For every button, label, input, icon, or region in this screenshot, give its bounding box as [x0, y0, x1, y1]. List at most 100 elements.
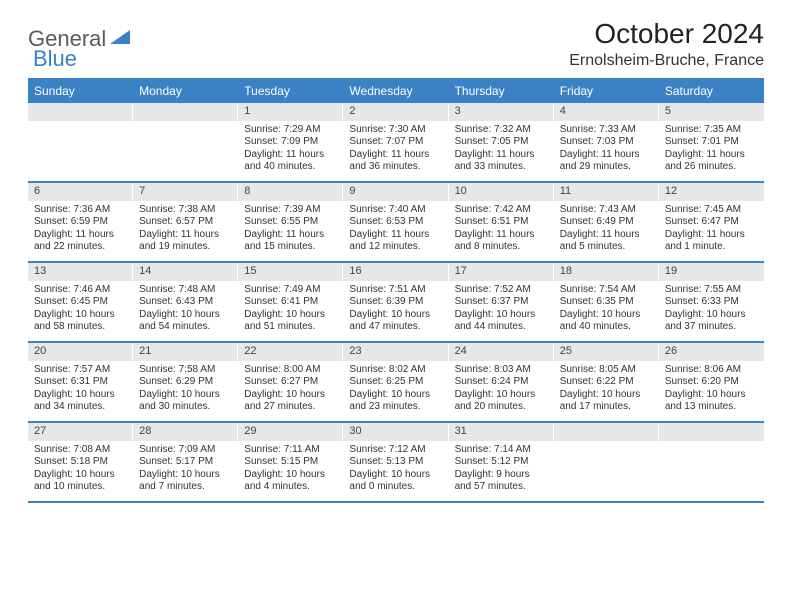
daylight-text: Daylight: 10 hours and 13 minutes.	[665, 389, 758, 414]
day-number: 30	[343, 423, 448, 441]
dow-thursday: Thursday	[449, 80, 554, 103]
daylight-text: Daylight: 11 hours and 12 minutes.	[349, 229, 442, 254]
sunset-text: Sunset: 5:18 PM	[34, 456, 127, 469]
day-number: 10	[449, 183, 554, 201]
sunset-text: Sunset: 6:37 PM	[455, 296, 548, 309]
day-cell: 21Sunrise: 7:58 AMSunset: 6:29 PMDayligh…	[133, 343, 238, 421]
daylight-text: Daylight: 11 hours and 29 minutes.	[560, 149, 653, 174]
dow-row: SundayMondayTuesdayWednesdayThursdayFrid…	[28, 80, 764, 103]
sunrise-text: Sunrise: 7:52 AM	[455, 284, 548, 297]
day-body: Sunrise: 7:14 AMSunset: 5:12 PMDaylight:…	[449, 441, 554, 498]
empty-cell	[28, 103, 133, 181]
daylight-text: Daylight: 9 hours and 57 minutes.	[455, 469, 548, 494]
day-cell: 16Sunrise: 7:51 AMSunset: 6:39 PMDayligh…	[343, 263, 448, 341]
sunrise-text: Sunrise: 7:45 AM	[665, 204, 758, 217]
day-cell: 12Sunrise: 7:45 AMSunset: 6:47 PMDayligh…	[659, 183, 764, 261]
day-body: Sunrise: 7:51 AMSunset: 6:39 PMDaylight:…	[343, 281, 448, 338]
day-body: Sunrise: 7:09 AMSunset: 5:17 PMDaylight:…	[133, 441, 238, 498]
sunset-text: Sunset: 6:57 PM	[139, 216, 232, 229]
week-row: 27Sunrise: 7:08 AMSunset: 5:18 PMDayligh…	[28, 423, 764, 503]
day-number: 25	[554, 343, 659, 361]
week-row: 20Sunrise: 7:57 AMSunset: 6:31 PMDayligh…	[28, 343, 764, 423]
sunset-text: Sunset: 6:51 PM	[455, 216, 548, 229]
day-body: Sunrise: 7:46 AMSunset: 6:45 PMDaylight:…	[28, 281, 133, 338]
day-body: Sunrise: 8:05 AMSunset: 6:22 PMDaylight:…	[554, 361, 659, 418]
sunrise-text: Sunrise: 7:54 AM	[560, 284, 653, 297]
day-number: 17	[449, 263, 554, 281]
day-number: 24	[449, 343, 554, 361]
daylight-text: Daylight: 10 hours and 47 minutes.	[349, 309, 442, 334]
day-number: 12	[659, 183, 764, 201]
day-number: 1	[238, 103, 343, 121]
day-number	[554, 423, 659, 441]
day-number: 3	[449, 103, 554, 121]
sunrise-text: Sunrise: 7:39 AM	[244, 204, 337, 217]
day-body: Sunrise: 7:58 AMSunset: 6:29 PMDaylight:…	[133, 361, 238, 418]
sunrise-text: Sunrise: 7:33 AM	[560, 124, 653, 137]
sunset-text: Sunset: 6:35 PM	[560, 296, 653, 309]
day-number: 29	[238, 423, 343, 441]
brand-part2: Blue	[33, 46, 77, 71]
daylight-text: Daylight: 10 hours and 37 minutes.	[665, 309, 758, 334]
sunrise-text: Sunrise: 7:35 AM	[665, 124, 758, 137]
daylight-text: Daylight: 10 hours and 58 minutes.	[34, 309, 127, 334]
daylight-text: Daylight: 10 hours and 23 minutes.	[349, 389, 442, 414]
sunrise-text: Sunrise: 7:11 AM	[244, 444, 337, 457]
day-number: 2	[343, 103, 448, 121]
sunrise-text: Sunrise: 8:02 AM	[349, 364, 442, 377]
empty-cell	[659, 423, 764, 501]
sunrise-text: Sunrise: 7:38 AM	[139, 204, 232, 217]
sunset-text: Sunset: 6:20 PM	[665, 376, 758, 389]
sunrise-text: Sunrise: 7:32 AM	[455, 124, 548, 137]
day-number: 7	[133, 183, 238, 201]
day-number	[659, 423, 764, 441]
sunset-text: Sunset: 6:59 PM	[34, 216, 127, 229]
week-row: 13Sunrise: 7:46 AMSunset: 6:45 PMDayligh…	[28, 263, 764, 343]
daylight-text: Daylight: 11 hours and 36 minutes.	[349, 149, 442, 174]
sunset-text: Sunset: 6:24 PM	[455, 376, 548, 389]
daylight-text: Daylight: 11 hours and 33 minutes.	[455, 149, 548, 174]
daylight-text: Daylight: 11 hours and 8 minutes.	[455, 229, 548, 254]
day-cell: 17Sunrise: 7:52 AMSunset: 6:37 PMDayligh…	[449, 263, 554, 341]
day-number: 26	[659, 343, 764, 361]
triangle-icon	[110, 28, 130, 51]
week-row: 1Sunrise: 7:29 AMSunset: 7:09 PMDaylight…	[28, 103, 764, 183]
week-row: 6Sunrise: 7:36 AMSunset: 6:59 PMDaylight…	[28, 183, 764, 263]
sunrise-text: Sunrise: 8:05 AM	[560, 364, 653, 377]
day-body: Sunrise: 7:45 AMSunset: 6:47 PMDaylight:…	[659, 201, 764, 258]
day-body	[659, 441, 764, 496]
day-number: 27	[28, 423, 133, 441]
day-body: Sunrise: 8:03 AMSunset: 6:24 PMDaylight:…	[449, 361, 554, 418]
day-number: 22	[238, 343, 343, 361]
daylight-text: Daylight: 11 hours and 15 minutes.	[244, 229, 337, 254]
daylight-text: Daylight: 10 hours and 54 minutes.	[139, 309, 232, 334]
sunrise-text: Sunrise: 7:29 AM	[244, 124, 337, 137]
day-body: Sunrise: 7:39 AMSunset: 6:55 PMDaylight:…	[238, 201, 343, 258]
day-body: Sunrise: 7:55 AMSunset: 6:33 PMDaylight:…	[659, 281, 764, 338]
day-body: Sunrise: 8:02 AMSunset: 6:25 PMDaylight:…	[343, 361, 448, 418]
day-number: 16	[343, 263, 448, 281]
day-number	[133, 103, 238, 121]
sunset-text: Sunset: 6:47 PM	[665, 216, 758, 229]
daylight-text: Daylight: 10 hours and 0 minutes.	[349, 469, 442, 494]
day-cell: 1Sunrise: 7:29 AMSunset: 7:09 PMDaylight…	[238, 103, 343, 181]
day-number: 20	[28, 343, 133, 361]
day-body: Sunrise: 7:08 AMSunset: 5:18 PMDaylight:…	[28, 441, 133, 498]
sunrise-text: Sunrise: 7:09 AM	[139, 444, 232, 457]
day-cell: 7Sunrise: 7:38 AMSunset: 6:57 PMDaylight…	[133, 183, 238, 261]
sunrise-text: Sunrise: 7:30 AM	[349, 124, 442, 137]
day-body: Sunrise: 7:29 AMSunset: 7:09 PMDaylight:…	[238, 121, 343, 178]
title-block: October 2024 Ernolsheim-Bruche, France	[569, 18, 764, 70]
sunset-text: Sunset: 7:03 PM	[560, 136, 653, 149]
sunset-text: Sunset: 6:33 PM	[665, 296, 758, 309]
day-number: 4	[554, 103, 659, 121]
day-cell: 30Sunrise: 7:12 AMSunset: 5:13 PMDayligh…	[343, 423, 448, 501]
sunrise-text: Sunrise: 8:00 AM	[244, 364, 337, 377]
day-cell: 15Sunrise: 7:49 AMSunset: 6:41 PMDayligh…	[238, 263, 343, 341]
sunrise-text: Sunrise: 7:36 AM	[34, 204, 127, 217]
day-number: 18	[554, 263, 659, 281]
month-title: October 2024	[569, 18, 764, 50]
day-body: Sunrise: 8:06 AMSunset: 6:20 PMDaylight:…	[659, 361, 764, 418]
sunset-text: Sunset: 6:39 PM	[349, 296, 442, 309]
sunrise-text: Sunrise: 7:42 AM	[455, 204, 548, 217]
